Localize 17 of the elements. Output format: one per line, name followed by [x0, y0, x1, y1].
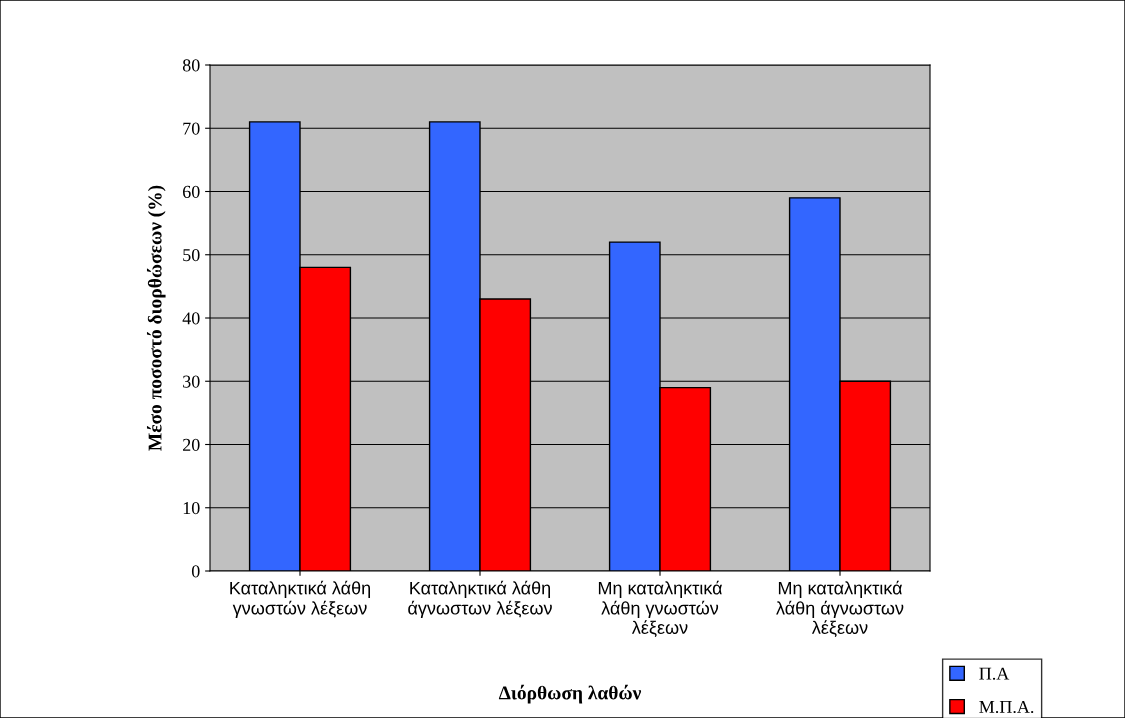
- x-tick-label: Μη καταληκτικά λάθη άγνωστων λέξεων: [776, 580, 904, 637]
- x-axis-title: Διόρθωση λαθών: [498, 684, 642, 704]
- y-tick-label: 50: [183, 249, 200, 262]
- y-tick-label: 20: [183, 438, 200, 451]
- x-tick-label: Μη καταληκτικά λάθη γνωστών λέξεων: [598, 580, 723, 637]
- x-tick-label: Καταληκτικά λάθη άγνωστων λέξεων: [408, 580, 552, 619]
- y-tick-label: 10: [183, 502, 200, 515]
- y-tick-label: 80: [182, 59, 200, 72]
- y-tick-label: 60: [183, 185, 200, 198]
- y-axis-title: Μέσο ποσοστό διορθώσεων (%): [146, 185, 166, 451]
- y-tick-label: 0: [191, 565, 200, 578]
- x-tick-label: Καταληκτικά λάθη γνωστών λέξεων: [230, 580, 371, 619]
- y-tick-label: 30: [183, 375, 200, 388]
- y-tick-label: 70: [183, 122, 200, 135]
- legend-label: Μ.Π.Α.: [979, 700, 1034, 714]
- y-tick-label: 40: [182, 312, 200, 325]
- legend-label: Π.Α: [979, 667, 1010, 680]
